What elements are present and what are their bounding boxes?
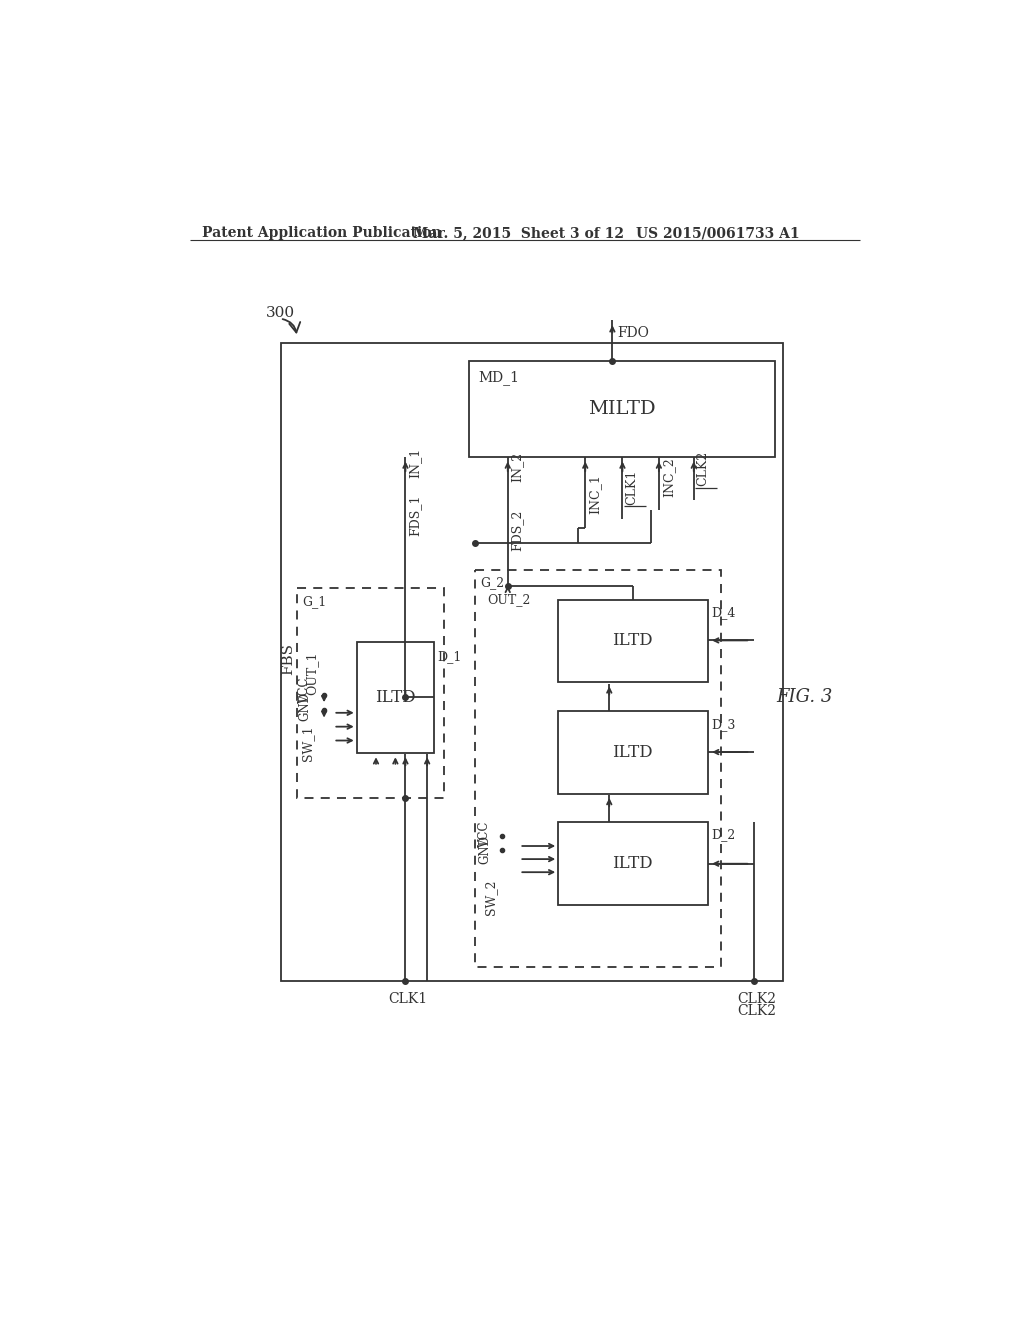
Text: VCC: VCC bbox=[298, 678, 311, 705]
Text: FDS_1: FDS_1 bbox=[409, 494, 422, 536]
Text: IN_2: IN_2 bbox=[511, 451, 524, 482]
Text: OUT_1: OUT_1 bbox=[305, 651, 318, 694]
Text: D_2: D_2 bbox=[711, 829, 735, 841]
Text: MD_1: MD_1 bbox=[478, 370, 519, 385]
Text: CLK1: CLK1 bbox=[388, 993, 428, 1006]
Text: CLK2: CLK2 bbox=[696, 451, 709, 487]
Text: CLK1: CLK1 bbox=[625, 470, 638, 506]
FancyBboxPatch shape bbox=[558, 822, 708, 906]
Text: ILTD: ILTD bbox=[375, 689, 416, 706]
Text: D_1: D_1 bbox=[437, 649, 462, 663]
Text: OUT_2: OUT_2 bbox=[486, 594, 530, 606]
Text: US 2015/0061733 A1: US 2015/0061733 A1 bbox=[636, 226, 800, 240]
FancyBboxPatch shape bbox=[356, 642, 434, 752]
Text: FDS_2: FDS_2 bbox=[511, 510, 524, 552]
Text: D_4: D_4 bbox=[711, 607, 735, 619]
Text: VCC: VCC bbox=[478, 821, 490, 847]
Text: D_3: D_3 bbox=[711, 718, 735, 731]
Text: FBS: FBS bbox=[282, 643, 296, 675]
Text: Mar. 5, 2015  Sheet 3 of 12: Mar. 5, 2015 Sheet 3 of 12 bbox=[414, 226, 625, 240]
Text: ILTD: ILTD bbox=[612, 855, 653, 873]
Text: INC_2: INC_2 bbox=[662, 458, 675, 498]
Text: G_2: G_2 bbox=[480, 577, 505, 590]
Text: CLK2: CLK2 bbox=[737, 993, 776, 1006]
Text: IN_1: IN_1 bbox=[409, 447, 422, 478]
FancyArrowPatch shape bbox=[283, 319, 300, 333]
Text: G_1: G_1 bbox=[302, 595, 327, 609]
Text: 300: 300 bbox=[266, 306, 295, 321]
Text: Patent Application Publication: Patent Application Publication bbox=[202, 226, 441, 240]
Text: MILTD: MILTD bbox=[588, 400, 655, 417]
FancyBboxPatch shape bbox=[558, 711, 708, 793]
Text: GND: GND bbox=[478, 836, 490, 865]
Text: ILTD: ILTD bbox=[612, 632, 653, 649]
Text: GND: GND bbox=[298, 692, 311, 721]
Text: FDO: FDO bbox=[617, 326, 649, 341]
Text: INC_1: INC_1 bbox=[589, 474, 601, 515]
Text: SW_1: SW_1 bbox=[301, 726, 314, 762]
Text: ILTD: ILTD bbox=[612, 743, 653, 760]
Text: SW_2: SW_2 bbox=[484, 880, 498, 915]
FancyBboxPatch shape bbox=[558, 599, 708, 682]
Text: FIG. 3: FIG. 3 bbox=[776, 689, 833, 706]
Text: CLK2: CLK2 bbox=[737, 1003, 776, 1018]
